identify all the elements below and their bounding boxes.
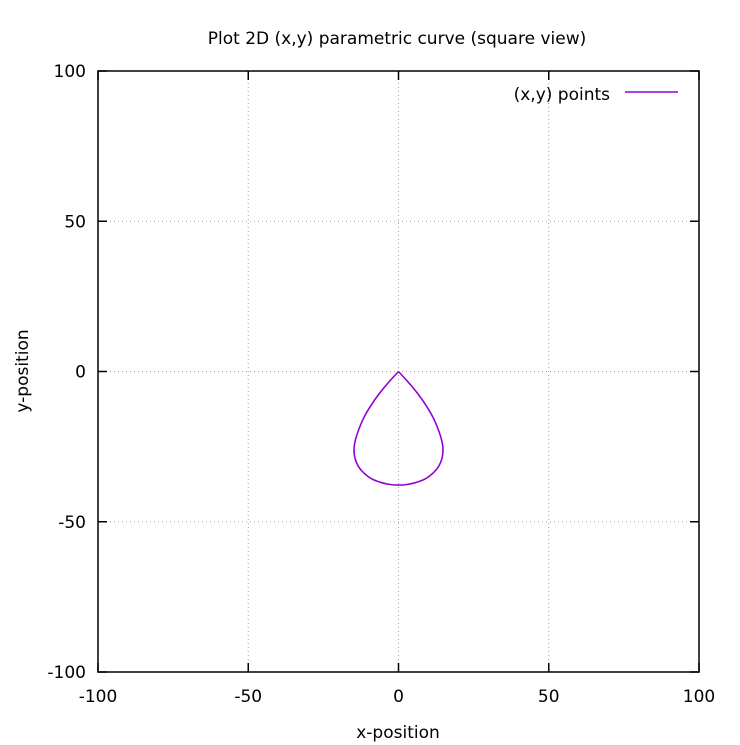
x-axis-label: x-position <box>356 723 440 743</box>
y-axis-label: y-position <box>13 329 33 412</box>
series-line <box>353 370 444 486</box>
legend-label: (x,y) points <box>514 85 611 105</box>
y-tick-label: 100 <box>54 62 86 82</box>
legend: (x,y) points <box>514 85 678 105</box>
x-tick-label: 50 <box>538 687 560 707</box>
series-layer <box>353 370 444 486</box>
y-tick-label: 50 <box>64 212 86 232</box>
chart-title: Plot 2D (x,y) parametric curve (square v… <box>208 29 586 49</box>
x-tick-label: 0 <box>393 687 404 707</box>
ticks: -100 -50 0 50 100 -100 -50 0 50 100 <box>47 62 715 707</box>
y-tick-label: -50 <box>58 513 86 533</box>
x-tick-label: 100 <box>683 687 715 707</box>
x-tick-label: -100 <box>79 687 118 707</box>
y-tick-label: -100 <box>47 663 86 683</box>
y-tick-label: 0 <box>75 363 86 383</box>
x-tick-label: -50 <box>234 687 262 707</box>
